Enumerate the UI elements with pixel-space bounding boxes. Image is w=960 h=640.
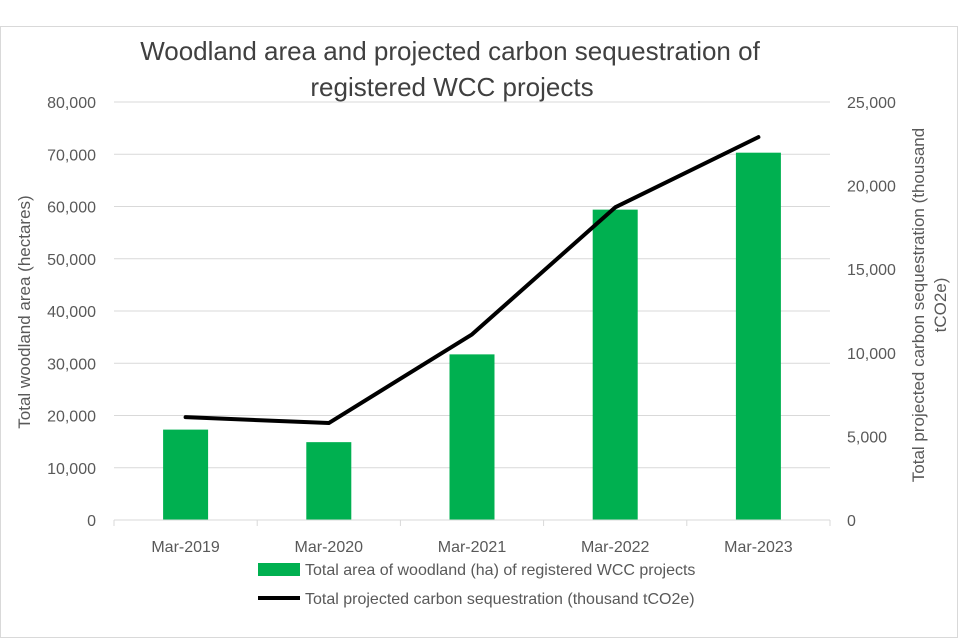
chart-frame <box>0 26 958 638</box>
chart-title-line-2: registered WCC projects <box>310 72 593 102</box>
legend-bar-swatch <box>258 563 300 576</box>
right-y-tick-label: 25,000 <box>847 95 896 112</box>
left-y-tick-label: 10,000 <box>47 461 96 478</box>
left-y-tick-label: 40,000 <box>47 304 96 321</box>
legend-bar-label: Total area of woodland (ha) of registere… <box>305 562 695 579</box>
right-y-tick-label: 15,000 <box>847 262 896 279</box>
left-y-tick-label: 50,000 <box>47 252 96 269</box>
x-tick-label: Mar-2022 <box>581 539 650 556</box>
right-y-axis-ticks: 0 5,000 10,000 15,000 20,000 25,000 <box>847 95 896 530</box>
bar <box>735 152 781 520</box>
left-y-tick-label: 20,000 <box>47 409 96 426</box>
legend: Total area of woodland (ha) of registere… <box>258 562 695 608</box>
left-y-axis-ticks: 0 10,000 20,000 30,000 40,000 50,000 60,000 70,… <box>47 95 96 530</box>
bar <box>592 209 638 520</box>
left-y-tick-label: 0 <box>87 513 96 530</box>
x-tick-label: Mar-2023 <box>724 539 793 556</box>
right-y-tick-label: 20,000 <box>847 179 896 196</box>
left-y-tick-label: 30,000 <box>47 356 96 373</box>
gridlines <box>114 101 830 469</box>
x-tick-label: Mar-2019 <box>151 539 220 556</box>
bar <box>306 442 352 520</box>
left-y-tick-label: 70,000 <box>47 147 96 164</box>
x-axis-ticks: Mar-2019 Mar-2020 Mar-2021 Mar-2022 Mar-2023 <box>113 520 831 556</box>
line-series <box>183 135 761 426</box>
right-y-tick-label: 0 <box>847 513 856 530</box>
chart-title-line-1: Woodland area and projected carbon seque… <box>140 36 760 66</box>
right-y-tick-label: 5,000 <box>847 429 887 446</box>
right-y-tick-label: 10,000 <box>847 346 896 363</box>
right-y-axis-label-line-1: Total projected carbon sequestration (th… <box>909 128 928 482</box>
left-y-tick-label: 60,000 <box>47 200 96 217</box>
legend-line-label: Total projected carbon sequestration (th… <box>305 591 695 608</box>
x-tick-label: Mar-2020 <box>295 539 364 556</box>
bar <box>449 354 495 520</box>
bar <box>163 429 209 520</box>
left-y-tick-label: 80,000 <box>47 95 96 112</box>
right-y-axis-label-line-2: tCO2e) <box>931 278 950 333</box>
x-tick-label: Mar-2021 <box>438 539 507 556</box>
left-y-axis-label: Total woodland area (hectares) <box>15 195 34 428</box>
bar-series <box>163 152 781 520</box>
